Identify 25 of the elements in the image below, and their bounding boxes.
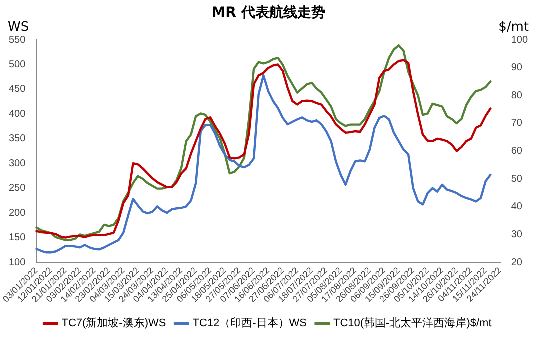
y-tick-label: 250 bbox=[8, 183, 26, 194]
y2-tick-label: 100 bbox=[511, 34, 528, 46]
y-tick-label: 400 bbox=[8, 108, 26, 120]
y2-tick-label: 20 bbox=[511, 257, 523, 268]
y-tick-label: 350 bbox=[8, 134, 26, 145]
legend-label: TC12（印西-日本）WS bbox=[192, 316, 307, 330]
y-tick-label: 550 bbox=[8, 34, 26, 46]
y2-tick-label: 90 bbox=[511, 62, 523, 74]
y2-tick-label: 80 bbox=[511, 90, 523, 102]
y-tick-label: 450 bbox=[8, 84, 26, 96]
y2-tick-label: 70 bbox=[511, 118, 523, 130]
y2-tick-label: 60 bbox=[511, 146, 523, 158]
y-tick-label: 150 bbox=[8, 232, 26, 244]
y2-tick-label: 40 bbox=[511, 202, 523, 213]
y-axis-title: WS bbox=[8, 20, 30, 35]
legend-label: TC10(韩国-北太平洋西海岸)$/mt bbox=[333, 316, 492, 330]
y-tick-label: 100 bbox=[8, 257, 26, 268]
legend-label: TC7(新加坡-澳东)WS bbox=[62, 316, 166, 330]
y2-tick-label: 50 bbox=[511, 174, 523, 185]
chart-title: MR 代表航线走势 bbox=[212, 5, 326, 21]
y-tick-label: 500 bbox=[8, 59, 26, 70]
y-tick-label: 200 bbox=[8, 208, 26, 219]
y2-tick-label: 30 bbox=[511, 229, 523, 240]
y-tick-label: 300 bbox=[8, 158, 26, 170]
y2-axis-title: $/mt bbox=[498, 20, 529, 35]
